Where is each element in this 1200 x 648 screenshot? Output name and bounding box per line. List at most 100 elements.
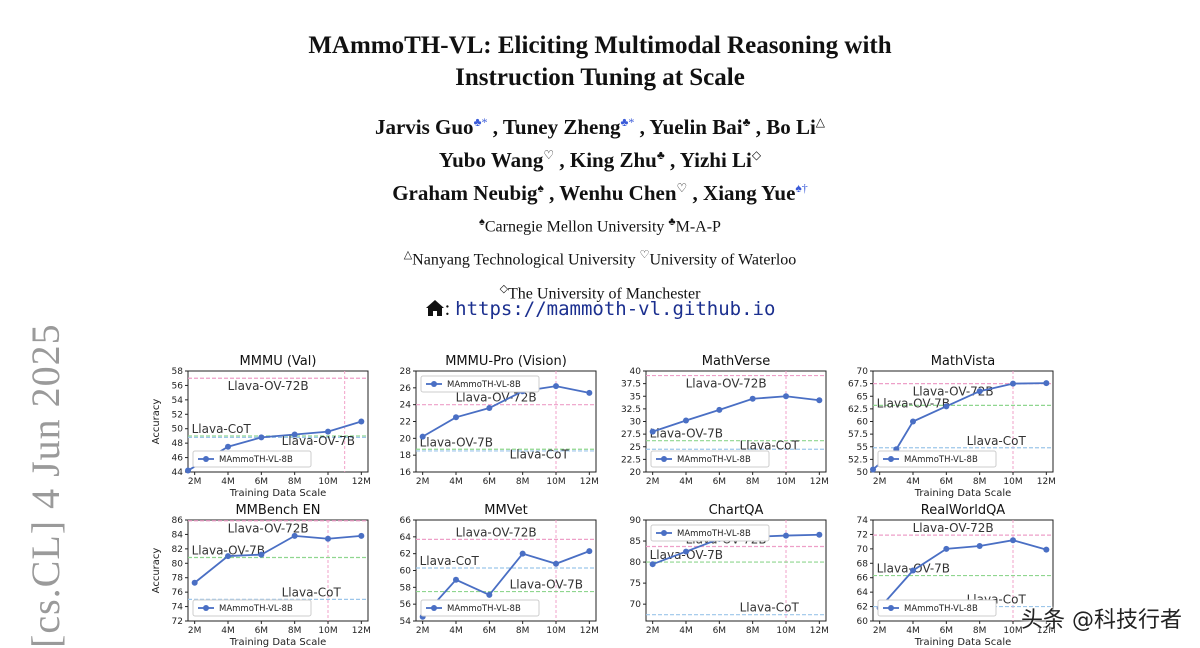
y-tick-label: 24 (400, 401, 412, 411)
legend-box (877, 450, 997, 468)
x-tick-label: 6M (255, 477, 269, 487)
reference-label: Llava-OV-7B (282, 434, 355, 448)
y-tick-label: 65 (857, 392, 868, 402)
chart-title: RealWorldQA (921, 503, 1006, 518)
x-tick-label: 4M (906, 477, 920, 487)
data-point (258, 434, 265, 441)
data-point (749, 395, 756, 402)
legend: MAmmoTH-VL-8B (192, 450, 312, 468)
data-point (1043, 380, 1050, 387)
affiliation-mark: ♠ (479, 216, 485, 228)
y-tick-label: 56 (400, 600, 412, 610)
x-tick-label: 2M (646, 626, 660, 636)
data-point (358, 418, 365, 425)
x-tick-label: 8M (973, 477, 987, 487)
y-tick-label: 90 (630, 516, 642, 526)
reference-label: Llava-CoT (420, 554, 480, 568)
legend-label: MAmmoTH-VL-8B (219, 455, 293, 465)
y-tick-label: 64 (400, 533, 412, 543)
y-tick-label: 54 (400, 617, 412, 627)
data-point (683, 548, 689, 555)
y-tick-label: 70 (630, 600, 642, 610)
y-tick-label: 25 (630, 443, 641, 453)
chart-5: MMVet 54 56 58 60 62 64 66 2M 4M 6M 8M 10M 12M Llava-O… (378, 502, 603, 648)
y-tick-label: 60 (857, 418, 869, 428)
y-tick-label: 76 (172, 588, 184, 598)
y-tick-label: 48 (172, 439, 184, 449)
x-tick-label: 12M (810, 477, 829, 487)
legend-label: MAmmoTH-VL-8B (219, 604, 293, 614)
y-tick-label: 60 (400, 567, 412, 577)
chart-title: MMMU (Val) (240, 354, 317, 369)
affiliation-mark: ◇ (499, 282, 509, 295)
data-point (486, 405, 493, 412)
y-tick-label: 52.5 (848, 455, 868, 465)
author-mark: ♡ (676, 181, 688, 195)
x-tick-label: 6M (483, 626, 497, 636)
data-point (976, 542, 983, 549)
watermark: 头条 @科技行者 (1021, 608, 1182, 633)
chart-title: MMMU-Pro (Vision) (445, 354, 567, 369)
y-tick-label: 66 (400, 516, 412, 526)
reference-label: Llava-OV-72B (228, 522, 309, 536)
y-tick-label: 26 (400, 384, 412, 394)
legend-label: MAmmoTH-VL-8B (447, 604, 521, 614)
y-tick-label: 67.5 (848, 380, 868, 390)
x-tick-label: 8M (973, 626, 987, 636)
x-tick-label: 10M (776, 477, 795, 487)
chart-title: MMVet (484, 503, 527, 518)
affiliation-mark: ♣ (668, 216, 676, 228)
legend-swatch-marker (661, 456, 667, 462)
y-tick-label: 74 (857, 516, 869, 526)
homepage-link[interactable]: https://mammoth-vl.github.io (455, 298, 776, 320)
legend-box (420, 599, 540, 617)
x-tick-label: 10M (1003, 626, 1022, 636)
x-tick-label: 8M (516, 626, 530, 636)
chart-6: ChartQA 70 75 80 85 90 2M 4M 6M 8M 10M 12M Llava-OV-… (608, 502, 833, 648)
legend-swatch-marker (431, 381, 437, 387)
data-point (1043, 546, 1050, 553)
paper-title-line-1: MAmmoTH-VL: Eliciting Multimodal Reasoni… (308, 32, 892, 59)
data-point (816, 531, 823, 538)
legend-swatch-marker (203, 605, 209, 611)
legend-label: MAmmoTH-VL-8B (904, 604, 978, 614)
x-tick-label: 12M (580, 626, 599, 636)
data-point (453, 414, 459, 421)
reference-label: Llava-OV-72B (686, 377, 767, 391)
affiliation-mark: △ (403, 249, 413, 262)
author-name: Graham Neubig (392, 181, 538, 205)
y-tick-label: 78 (172, 574, 184, 584)
author-mark: ♠† (795, 181, 808, 195)
reference-label: Llava-OV-72B (228, 379, 309, 393)
data-point (225, 553, 231, 560)
chart-svg: MMMU-Pro (Vision) 16 18 20 22 24 26 28 2M 4M 6M 8M 1… (400, 354, 599, 487)
data-point (291, 532, 298, 539)
legend-box (192, 599, 312, 617)
legend: MAmmoTH-VL-8B (877, 450, 997, 468)
x-axis-label: Training Data Scale (914, 637, 1012, 648)
author-line: Yubo Wang♡ , King Zhu♣ , Yizhi Li◇ (438, 148, 762, 172)
data-point (586, 548, 593, 555)
data-point (358, 532, 365, 539)
x-tick-label: 6M (713, 477, 727, 487)
y-tick-label: 20 (400, 434, 412, 444)
y-tick-label: 56 (172, 381, 184, 391)
data-point (976, 388, 983, 395)
author-mark: ♠ (537, 181, 544, 195)
data-point (225, 443, 231, 450)
y-tick-label: 57.5 (848, 430, 868, 440)
author-name: Wenhu Chen (559, 181, 677, 205)
x-tick-label: 8M (288, 626, 302, 636)
reference-label: Llava-OV-7B (192, 544, 265, 558)
author-name: Yuelin Bai (649, 115, 743, 139)
y-tick-label: 52 (172, 410, 183, 420)
y-tick-label: 86 (172, 516, 184, 526)
legend: MAmmoTH-VL-8B (877, 599, 997, 617)
data-point (291, 431, 298, 438)
chart-svg: MMMU (Val) 44 46 48 50 52 54 56 58 2M 4M 6M 8M 10M 12M… (151, 354, 371, 499)
reference-label: Llava-CoT (967, 434, 1027, 448)
y-tick-label: 50 (172, 425, 184, 435)
y-tick-label: 72 (857, 530, 868, 540)
y-tick-label: 55 (857, 443, 868, 453)
